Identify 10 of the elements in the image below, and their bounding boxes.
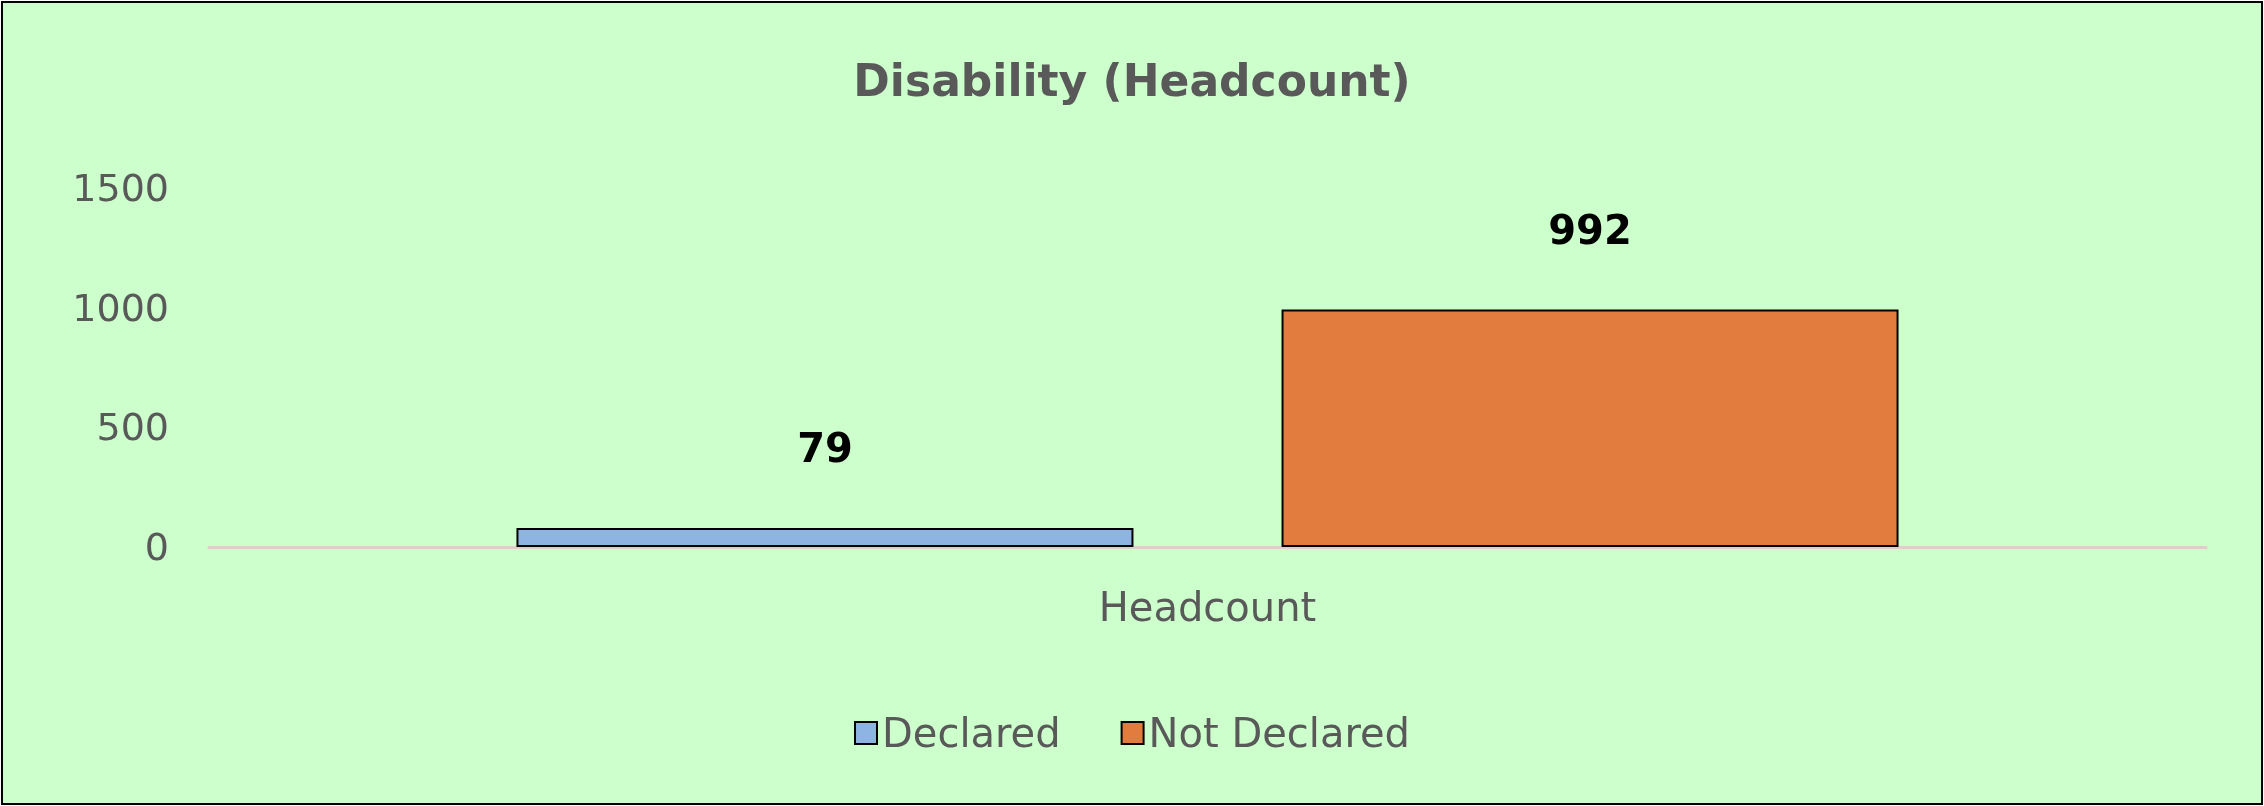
chart-title: Disability (Headcount): [853, 54, 1411, 106]
x-tick-label: Headcount: [1098, 584, 1317, 630]
legend-label: Not Declared: [1148, 710, 1410, 756]
y-tick-label: 0: [144, 525, 169, 569]
y-tick-label: 500: [96, 405, 169, 450]
data-label: 79: [797, 425, 853, 472]
legend-label: Declared: [882, 710, 1061, 756]
y-tick-label: 1500: [72, 166, 169, 210]
y-tick-label: 1000: [72, 285, 169, 330]
data-label: 992: [1548, 206, 1632, 253]
